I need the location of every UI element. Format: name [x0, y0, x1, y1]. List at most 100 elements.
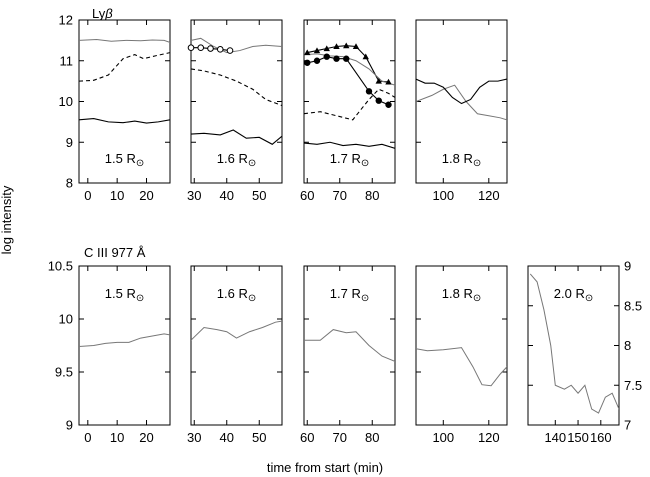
- data-point-triangle: [362, 53, 369, 60]
- series-group: [529, 273, 619, 414]
- x-tick-label: 30: [187, 188, 201, 203]
- x-tick-label: 100: [432, 430, 454, 445]
- series-line-gray: [304, 329, 395, 362]
- x-tick-label: 40: [220, 188, 234, 203]
- series-line-gray: [79, 333, 170, 348]
- series-group: [304, 329, 395, 362]
- series-line-gray: [416, 84, 507, 121]
- panel-ciii-1.5: 0 10 20 9 9.5 10 10.5 1.5 R⊙: [48, 259, 171, 445]
- data-point-triangle: [323, 45, 330, 52]
- y-tick-label: 10: [59, 94, 73, 109]
- x-tick-label: 70: [333, 430, 347, 445]
- panel-ciii-2.0: 140 150 160 7 7.5 8 8.5 9 2.0 R⊙: [527, 259, 642, 445]
- x-tick-label: 160: [590, 430, 612, 445]
- y-tick-label: 7: [624, 418, 631, 433]
- x-tick-label: 50: [252, 188, 266, 203]
- series-line-dashed: [191, 68, 282, 107]
- y-tick-label: 9.5: [55, 365, 73, 380]
- data-point-open: [226, 47, 234, 54]
- x-tick-label: 0: [84, 430, 91, 445]
- panel-frame: [415, 265, 508, 426]
- x-tick-label: 0: [84, 188, 91, 203]
- y-tick-label: 12: [59, 13, 73, 28]
- row-title-lyb-greek: β: [104, 6, 113, 21]
- series-group: [416, 78, 507, 121]
- data-point-triangle: [313, 47, 321, 54]
- panel-frame: [303, 265, 396, 426]
- series-line-solid: [304, 141, 395, 149]
- data-point-filled: [343, 55, 350, 62]
- series-group: [79, 333, 170, 348]
- data-point-triangle: [343, 42, 350, 49]
- panel-lyb-1.7: 60 70 80 1.7 R⊙: [300, 19, 396, 203]
- series-line-gray: [529, 273, 619, 414]
- series-line-gray: [79, 39, 170, 43]
- panel-label: 2.0 R⊙: [554, 286, 593, 304]
- series-group: [416, 347, 507, 387]
- x-tick-label: 150: [567, 430, 589, 445]
- x-tick-label: 60: [300, 188, 314, 203]
- data-point-open: [216, 46, 224, 53]
- y-tick-label: 10: [59, 312, 73, 327]
- data-point-triangle: [333, 43, 340, 50]
- panel-lyb-1.6: 30 40 50 1.6 R⊙: [187, 19, 283, 203]
- series-line-solid: [416, 78, 507, 105]
- series-group: [191, 320, 282, 341]
- y-tick-label: 9: [66, 135, 73, 150]
- data-point-triangle: [352, 43, 360, 50]
- x-axis-label: time from start (min): [267, 460, 383, 475]
- panel-label: 1.6 R⊙: [217, 151, 256, 169]
- x-tick-label: 10: [110, 188, 124, 203]
- data-point-filled: [385, 101, 392, 108]
- series-line-solid: [79, 118, 170, 124]
- series-group: [79, 39, 170, 124]
- panel-ciii-1.7: 60 70 80 1.7 R⊙: [300, 265, 396, 445]
- y-tick-label: 9: [624, 259, 631, 274]
- row-title-lyb: Lyβ: [92, 6, 113, 21]
- data-point-filled: [323, 53, 330, 60]
- panel-label: 1.6 R⊙: [217, 286, 256, 304]
- series-line-filled-circles: [307, 56, 389, 106]
- panel-ciii-1.8: 100 120 1.8 R⊙: [415, 265, 508, 445]
- data-point-open: [207, 45, 214, 52]
- x-tick-label: 60: [300, 430, 314, 445]
- series-line-gray: [416, 347, 507, 387]
- row-title-ciii: C III 977 Å: [84, 245, 146, 260]
- y-axis-label: log intensity: [0, 185, 14, 254]
- data-point-filled: [375, 97, 382, 104]
- series-line-dashed: [79, 52, 170, 82]
- x-tick-label: 20: [139, 188, 153, 203]
- y-tick-label: 11: [60, 53, 74, 68]
- panel-label: 1.7 R⊙: [330, 151, 369, 169]
- panel-frame: [190, 265, 283, 426]
- x-tick-label: 70: [333, 188, 347, 203]
- y-tick-label: 7.5: [624, 378, 642, 393]
- panel-label: 1.7 R⊙: [330, 286, 369, 304]
- y-tick-label: 9: [66, 418, 73, 433]
- series-line-dashed: [304, 88, 395, 121]
- panel-frame: [78, 265, 171, 426]
- x-tick-label: 40: [220, 430, 234, 445]
- x-tick-label: 140: [544, 430, 566, 445]
- y-tick-label: 8.5: [624, 298, 642, 313]
- series-line-gray: [191, 37, 282, 54]
- x-tick-label: 120: [478, 430, 500, 445]
- data-point-open: [187, 44, 195, 52]
- data-point-filled: [313, 57, 321, 64]
- x-tick-label: 80: [365, 430, 379, 445]
- panel-ciii-1.6: 30 40 50 1.6 R⊙: [187, 265, 283, 445]
- panel-label: 1.8 R⊙: [442, 286, 481, 304]
- data-point-filled: [333, 55, 340, 62]
- x-tick-label: 80: [365, 188, 379, 203]
- data-point-open: [197, 44, 205, 52]
- x-tick-label: 50: [252, 430, 266, 445]
- data-point-triangle: [304, 49, 311, 56]
- x-tick-label: 10: [110, 430, 124, 445]
- series-line-solid: [191, 129, 282, 145]
- x-tick-label: 20: [139, 430, 153, 445]
- x-tick-label: 120: [478, 188, 500, 203]
- series-group: [191, 37, 282, 145]
- row-title-lyb-main: Ly: [92, 6, 106, 21]
- series-line-triangles: [307, 45, 389, 83]
